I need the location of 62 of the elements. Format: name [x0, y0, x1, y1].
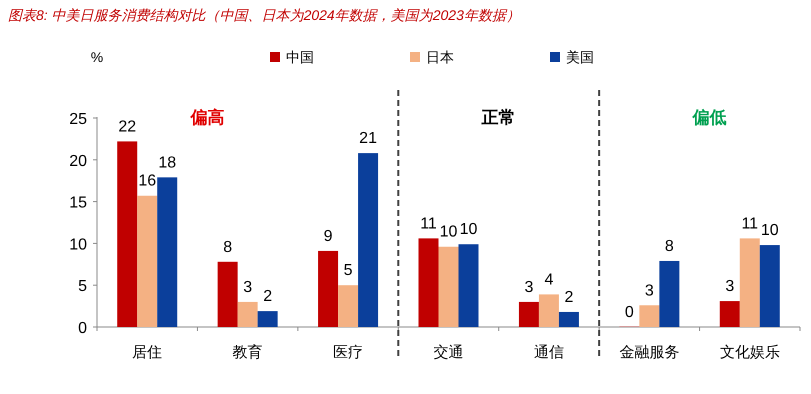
legend-label: 中国 — [286, 49, 314, 65]
data-label: 8 — [223, 238, 232, 256]
x-tick-label: 教育 — [232, 344, 263, 361]
y-tick-label: 10 — [69, 236, 88, 254]
bar — [258, 311, 278, 327]
data-label: 5 — [344, 262, 353, 280]
annotation: 偏高 — [189, 108, 224, 127]
data-label: 10 — [760, 222, 779, 240]
bar — [238, 302, 258, 327]
bar — [518, 302, 539, 327]
data-label: 0 — [624, 304, 634, 321]
data-label: 4 — [544, 271, 554, 288]
legend-label: 日本 — [426, 49, 454, 65]
legend-label: 美国 — [566, 49, 594, 65]
data-label: 2 — [564, 288, 574, 306]
bar — [218, 262, 238, 327]
data-label: 9 — [324, 228, 333, 245]
data-label: 3 — [644, 282, 654, 300]
x-tick-label: 居住 — [132, 344, 162, 361]
data-label: 22 — [118, 118, 136, 136]
bar — [137, 196, 158, 327]
bar — [558, 312, 579, 327]
data-label: 11 — [741, 215, 758, 232]
data-label: 16 — [138, 172, 156, 190]
bar — [720, 301, 740, 327]
data-label: 18 — [158, 154, 176, 172]
bar — [760, 245, 780, 327]
bar — [438, 246, 458, 327]
data-label: 11 — [420, 215, 437, 232]
annotation: 偏低 — [692, 108, 727, 127]
y-tick-label: 20 — [69, 152, 88, 170]
bar — [538, 294, 559, 327]
y-axis-title: % — [90, 49, 104, 65]
bar — [639, 305, 660, 327]
data-label: 3 — [725, 278, 734, 296]
x-tick-label: 医疗 — [333, 344, 364, 361]
bar — [157, 177, 178, 327]
bar — [659, 260, 680, 327]
data-label: 10 — [460, 221, 478, 238]
bar — [338, 285, 358, 327]
data-label: 8 — [664, 238, 674, 255]
bar — [418, 238, 438, 327]
y-tick-label: 5 — [78, 278, 88, 296]
data-label: 2 — [263, 288, 272, 306]
chart-title: 图表8: 中美日服务消费结构对比（中国、日本为2024年数据，美国为2023年数据） — [8, 7, 520, 23]
bar — [358, 153, 378, 327]
data-label: 10 — [440, 224, 458, 241]
data-label: 3 — [524, 278, 534, 296]
x-tick-label: 交通 — [434, 344, 464, 361]
annotation: 正常 — [480, 108, 516, 127]
y-tick-label: 0 — [78, 320, 88, 337]
x-tick-label: 通信 — [534, 344, 564, 361]
y-tick-label: 15 — [69, 194, 88, 212]
bar — [458, 244, 478, 327]
data-label: 21 — [359, 130, 378, 148]
bar — [117, 141, 138, 327]
y-tick-label: 25 — [69, 111, 88, 128]
x-tick-label: 文化娱乐 — [720, 344, 780, 361]
data-label: 3 — [243, 278, 252, 296]
bar — [740, 238, 760, 327]
x-tick-label: 金融服务 — [619, 344, 680, 361]
bar — [318, 250, 338, 327]
